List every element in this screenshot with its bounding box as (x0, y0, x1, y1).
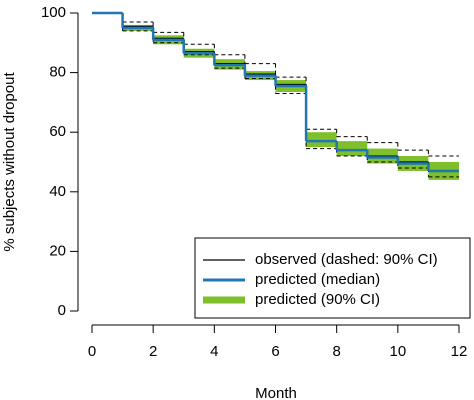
legend-box (194, 237, 471, 319)
ci-band (336, 141, 368, 157)
y-tick-label: 100 (41, 4, 66, 21)
x-tick-label: 4 (210, 343, 218, 360)
x-tick-label: 6 (271, 343, 279, 360)
x-tick-label: 12 (451, 343, 468, 360)
y-tick-label: 60 (49, 123, 66, 140)
legend-label: observed (dashed: 90% CI) (255, 251, 438, 268)
x-tick-label: 2 (149, 343, 157, 360)
x-tick-label: 0 (88, 343, 96, 360)
y-axis-label: % subjects without dropout (1, 72, 18, 252)
y-tick-label: 40 (49, 183, 66, 200)
x-tick-label: 8 (332, 343, 340, 360)
y-tick-label: 20 (49, 242, 66, 259)
y-tick-label: 0 (58, 302, 66, 319)
legend-label: predicted (90% CI) (255, 291, 380, 308)
x-axis-label: Month (255, 385, 297, 400)
ci-band (306, 132, 337, 148)
legend-label: predicted (median) (255, 271, 380, 288)
x-tick-label: 10 (389, 343, 406, 360)
y-tick-label: 80 (49, 64, 66, 81)
